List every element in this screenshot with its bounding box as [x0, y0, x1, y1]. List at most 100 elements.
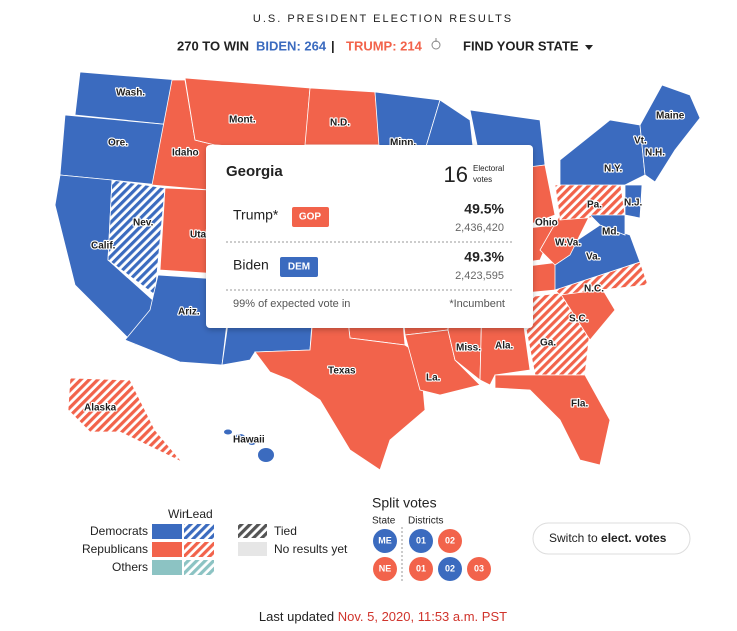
swatch [152, 560, 182, 575]
state-label: W.Va. [555, 238, 581, 249]
state-label: N.C. [584, 284, 604, 295]
state-label: Nev. [133, 218, 154, 229]
state-label: N.J. [624, 198, 643, 209]
hand-icon [431, 38, 441, 50]
state-label: Ariz. [178, 307, 200, 318]
state-label: Ohio [535, 218, 558, 229]
swatch [152, 524, 182, 539]
candidate-name: Biden [233, 257, 269, 273]
vote-percent: 49.5% [464, 201, 504, 217]
split-header: Districts [408, 516, 444, 527]
find-state[interactable]: FIND YOUR STATE [463, 38, 579, 53]
state-label: S.C. [569, 314, 589, 325]
state-label: Alaska [84, 403, 117, 414]
updated-date: Nov. 5, 2020, 11:53 a.m. PST [338, 609, 507, 624]
state-label: Ore. [108, 138, 128, 149]
split-circle [438, 557, 462, 581]
party-label: DEM [288, 262, 310, 273]
split-circle [409, 557, 433, 581]
legend-header: Lead [186, 507, 213, 521]
electoral-caption: votes [473, 175, 492, 184]
switch-text[interactable]: Switch to elect. votes [549, 531, 667, 545]
electoral-count: 16 [444, 162, 468, 187]
state-label: Miss. [456, 343, 481, 354]
state-label: N.Y. [604, 164, 623, 175]
state[interactable] [519, 292, 591, 376]
legend-header: Win [168, 507, 189, 521]
split-label: 03 [474, 563, 484, 573]
vote-percent: 49.3% [464, 249, 504, 265]
state-label: Texas [328, 366, 356, 377]
legend-label: Republicans [82, 542, 148, 556]
state[interactable] [224, 429, 274, 463]
party-badge [292, 207, 329, 227]
state[interactable] [539, 214, 591, 266]
state[interactable] [67, 377, 183, 463]
legend-label: No results yet [274, 542, 348, 556]
state-label: N.H. [645, 148, 665, 159]
split-circle [373, 529, 397, 553]
swatch [184, 524, 214, 539]
dropdown-arrow[interactable] [585, 45, 593, 50]
state-label: Va. [586, 252, 601, 263]
state-label: Ga. [540, 338, 556, 349]
state-label: Md. [602, 227, 619, 238]
swatch [238, 542, 267, 556]
legend-label: Democrats [90, 524, 148, 538]
party-badge [280, 257, 318, 277]
tooltip: Georgia 16 Electoral votes Trump* GOP 49… [206, 145, 533, 328]
separator: | [331, 38, 335, 53]
updated-prefix: Last updated [259, 609, 334, 624]
vote-count: 2,436,420 [455, 222, 504, 234]
state-label: Vt. [634, 136, 647, 147]
title: U.S. PRESIDENT ELECTION RESULTS [253, 13, 513, 25]
state-label: Idaho [172, 148, 199, 159]
legend: Win Lead Democrats Republicans Others Ti… [82, 507, 348, 575]
switch-button[interactable]: Switch to elect. votes [532, 522, 691, 555]
state-name: Georgia [226, 163, 283, 180]
state[interactable] [559, 119, 646, 186]
state-label: La. [426, 373, 441, 384]
state-label: Fla. [571, 399, 588, 410]
state-label: Pa. [587, 200, 602, 211]
split-label: ME [378, 535, 392, 545]
party-label: GOP [299, 212, 322, 223]
swatch [152, 542, 182, 557]
legend-label: Others [112, 560, 148, 574]
split-label: 01 [416, 563, 426, 573]
swatch [184, 560, 214, 575]
state[interactable] [624, 184, 643, 219]
last-updated: Last updated Nov. 5, 2020, 11:53 a.m. PS… [259, 609, 507, 624]
state-label: Hawaii [233, 435, 265, 446]
state-label: Mont. [229, 115, 256, 126]
state-label: Wash. [116, 88, 145, 99]
state[interactable] [639, 84, 701, 183]
switch-prefix[interactable]: Switch to [549, 531, 598, 545]
split-circle [409, 529, 433, 553]
biden-total: BIDEN: 264 [256, 38, 327, 53]
split-circle [373, 557, 397, 581]
electoral-caption: Electoral [473, 164, 504, 173]
candidate-name: Trump* [233, 207, 279, 223]
split-header: State [372, 516, 396, 527]
legend-label: Tied [274, 524, 297, 538]
vote-count: 2,423,595 [455, 270, 504, 282]
split-label: 02 [445, 535, 455, 545]
state[interactable] [304, 87, 381, 146]
state[interactable] [494, 374, 611, 466]
state-label: Calif. [91, 241, 116, 252]
swatch [184, 542, 214, 557]
split-label: 01 [416, 535, 426, 545]
swatch [238, 524, 267, 538]
state[interactable] [589, 214, 626, 236]
to-win: 270 TO WIN [177, 38, 249, 53]
state-label: N.D. [330, 118, 350, 129]
split-circle [438, 529, 462, 553]
switch-bold[interactable]: elect. votes [601, 531, 667, 545]
trump-total: TRUMP: 214 [346, 38, 423, 53]
split-title: Split votes [372, 495, 437, 511]
split-circle [467, 557, 491, 581]
split-label: NE [379, 563, 392, 573]
split-votes: Split votes State Districts ME 01 02 NE … [372, 495, 491, 582]
